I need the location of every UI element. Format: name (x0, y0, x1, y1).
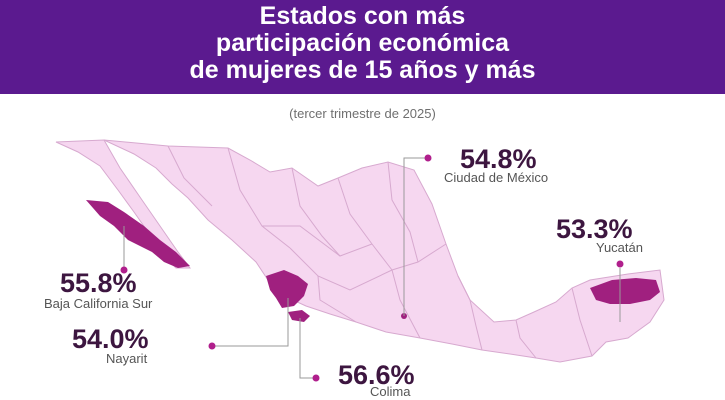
value-baja-california-sur: 55.8% (60, 268, 137, 298)
title-line-3: de mujeres de 15 años y más (189, 56, 536, 84)
highlight-nayarit (266, 270, 308, 308)
mainland-mexico (103, 139, 665, 363)
value-colima: 56.6% (338, 360, 415, 390)
subtitle: (tercer trimestre de 2025) (289, 106, 436, 121)
page-title: Estados con más participación económica … (0, 3, 725, 84)
label-nayarit: Nayarit (106, 351, 148, 366)
value-ciudad-de-mexico: 54.8% (460, 144, 537, 174)
highlight-colima (288, 310, 310, 322)
state-borders (167, 145, 593, 359)
connector-dots (120, 154, 624, 382)
value-yucatan: 53.3% (556, 214, 633, 244)
baja-california-peninsula (55, 139, 191, 269)
highlight-baja-california-sur (86, 200, 190, 268)
value-nayarit: 54.0% (72, 324, 149, 354)
label-yucatan: Yucatán (596, 240, 643, 255)
highlight-yucatan (590, 278, 660, 304)
connector-lines (123, 157, 621, 379)
title-banner: Estados con más participación económica … (0, 0, 725, 94)
title-line-1: Estados con más (259, 2, 466, 30)
label-baja-california-sur: Baja California Sur (44, 296, 153, 311)
label-ciudad-de-mexico: Ciudad de México (444, 170, 549, 185)
title-line-2: participación económica (215, 29, 510, 57)
label-colima: Colima (370, 384, 411, 399)
